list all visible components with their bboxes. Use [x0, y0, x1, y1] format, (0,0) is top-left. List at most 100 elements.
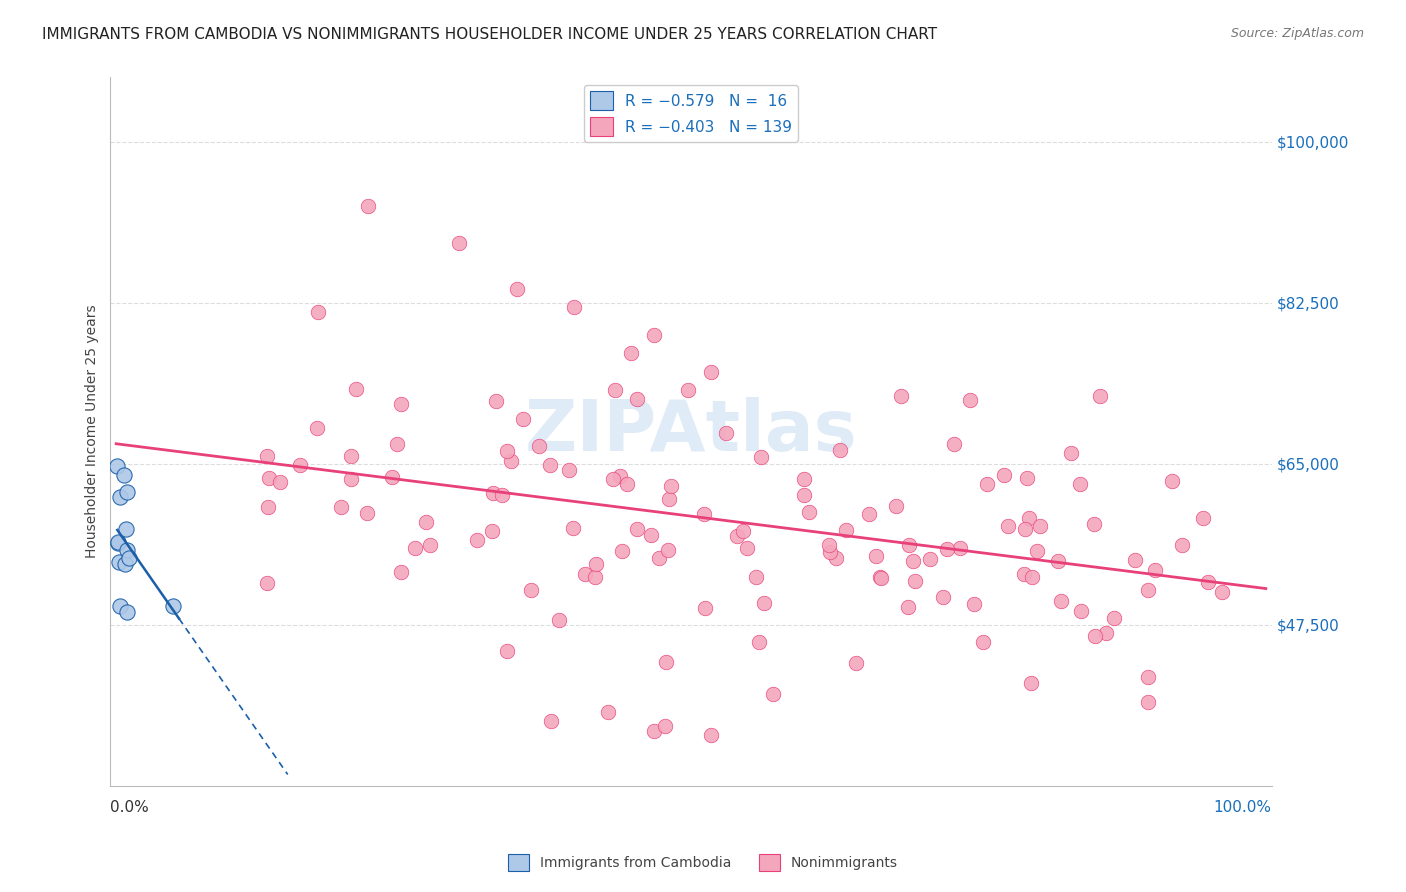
Point [108, 556, 131, 570]
Point [307, 305, 329, 319]
Point [609, 468, 631, 483]
Point [640, 528, 662, 542]
Legend: R = −0.579   N =  16, R = −0.403   N = 139: R = −0.579 N = 16, R = −0.403 N = 139 [583, 85, 799, 142]
Point [385, 437, 408, 451]
Point [793, 472, 815, 486]
Point [918, 552, 941, 566]
Point [700, 365, 723, 379]
Point [890, 389, 912, 403]
Point [943, 436, 966, 450]
Point [269, 475, 291, 490]
Point [547, 613, 569, 627]
Point [935, 541, 957, 556]
Point [1137, 695, 1160, 709]
Point [616, 477, 638, 491]
Point [1211, 584, 1233, 599]
Point [602, 472, 624, 486]
Point [558, 463, 581, 477]
Point [643, 723, 665, 738]
Point [657, 543, 679, 558]
Point [884, 499, 907, 513]
Point [993, 468, 1015, 483]
Point [256, 449, 278, 463]
Text: 0.0%: 0.0% [111, 800, 149, 815]
Point [825, 551, 848, 566]
Point [818, 538, 841, 552]
Point [959, 393, 981, 408]
Point [419, 538, 441, 552]
Point [972, 634, 994, 648]
Point [1102, 611, 1125, 625]
Point [745, 569, 768, 583]
Point [257, 470, 280, 484]
Point [162, 599, 184, 614]
Point [1083, 516, 1105, 531]
Point [1047, 554, 1070, 568]
Point [561, 521, 583, 535]
Point [1012, 566, 1035, 581]
Point [620, 346, 643, 360]
Point [733, 524, 755, 538]
Legend: Immigrants from Cambodia, Nonimmigrants: Immigrants from Cambodia, Nonimmigrants [502, 848, 904, 876]
Point [1192, 511, 1215, 525]
Point [949, 541, 972, 555]
Point [1095, 625, 1118, 640]
Point [735, 541, 758, 556]
Point [643, 328, 665, 343]
Point [481, 524, 503, 539]
Point [485, 393, 508, 408]
Point [538, 458, 561, 473]
Point [1025, 544, 1047, 558]
Text: IMMIGRANTS FROM CAMBODIA VS NONIMMIGRANTS HOUSEHOLDER INCOME UNDER 25 YEARS CORR: IMMIGRANTS FROM CAMBODIA VS NONIMMIGRANT… [42, 27, 938, 42]
Text: 100.0%: 100.0% [1213, 800, 1271, 815]
Point [1059, 446, 1081, 460]
Point [659, 479, 682, 493]
Point [897, 599, 920, 614]
Point [562, 301, 585, 315]
Point [505, 282, 527, 296]
Point [118, 551, 141, 566]
Point [858, 508, 880, 522]
Point [330, 500, 353, 514]
Point [256, 576, 278, 591]
Point [1069, 477, 1091, 491]
Point [449, 235, 471, 250]
Point [540, 714, 562, 729]
Point [1123, 553, 1146, 567]
Point [1021, 676, 1043, 690]
Point [654, 719, 676, 733]
Point [596, 705, 619, 719]
Point [1143, 563, 1166, 577]
Point [344, 382, 367, 396]
Point [495, 444, 517, 458]
Point [499, 453, 522, 467]
Point [1136, 670, 1159, 684]
Point [107, 535, 129, 549]
Point [1197, 575, 1219, 590]
Point [288, 458, 311, 473]
Point [901, 554, 924, 568]
Text: ZIPAtlas: ZIPAtlas [524, 397, 858, 467]
Point [976, 477, 998, 491]
Point [676, 383, 699, 397]
Point [1018, 511, 1040, 525]
Point [963, 597, 986, 611]
Point [869, 571, 891, 585]
Point [1171, 538, 1194, 552]
Point [869, 570, 891, 584]
Point [714, 425, 737, 440]
Point [108, 490, 131, 504]
Point [793, 487, 815, 501]
Point [583, 570, 606, 584]
Point [482, 486, 505, 500]
Point [648, 550, 671, 565]
Point [496, 643, 519, 657]
Point [108, 599, 131, 613]
Point [1070, 604, 1092, 618]
Point [1088, 389, 1111, 403]
Point [389, 397, 412, 411]
Point [754, 596, 776, 610]
Point [115, 543, 138, 558]
Point [610, 544, 633, 558]
Point [339, 472, 361, 486]
